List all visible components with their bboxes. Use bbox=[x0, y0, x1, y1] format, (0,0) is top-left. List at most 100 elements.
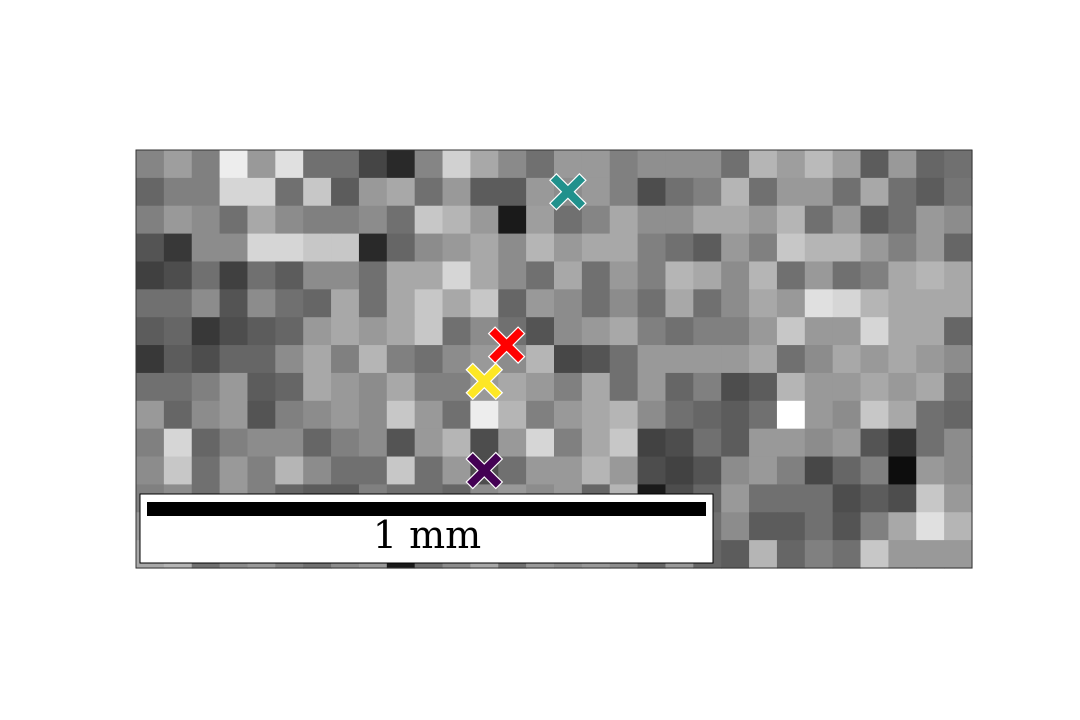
heatmap-cell bbox=[916, 540, 945, 569]
heatmap-cell bbox=[526, 177, 555, 207]
heatmap-cell bbox=[331, 233, 360, 263]
heatmap-cell bbox=[331, 456, 360, 485]
heatmap-cell bbox=[860, 289, 889, 318]
heatmap-cell bbox=[554, 400, 583, 430]
heatmap-cell bbox=[470, 289, 499, 318]
heatmap-cell bbox=[944, 484, 973, 513]
heatmap-cell bbox=[163, 177, 193, 207]
heatmap-cell bbox=[136, 289, 165, 318]
heatmap-cell bbox=[776, 317, 806, 346]
heatmap-cell bbox=[749, 372, 778, 402]
heatmap-cell bbox=[721, 456, 750, 485]
heatmap-cell bbox=[303, 289, 332, 318]
heatmap-cell bbox=[665, 233, 694, 263]
heatmap-cell bbox=[860, 261, 889, 290]
heatmap-cell bbox=[136, 177, 165, 207]
heatmap-cell bbox=[776, 289, 806, 318]
heatmap-cell bbox=[721, 233, 750, 263]
heatmap-cell bbox=[665, 150, 694, 179]
heatmap-cell bbox=[247, 150, 276, 179]
heatmap-cell bbox=[721, 372, 750, 402]
heatmap-cell bbox=[888, 261, 917, 290]
heatmap-cell bbox=[442, 345, 471, 374]
heatmap-cell bbox=[554, 289, 583, 318]
heatmap-cell bbox=[442, 261, 471, 290]
heatmap-cell bbox=[609, 150, 639, 179]
heatmap-cell bbox=[191, 372, 221, 402]
heatmap-cell bbox=[526, 289, 555, 318]
heatmap-cell bbox=[776, 261, 806, 290]
heatmap-cell bbox=[136, 400, 165, 430]
heatmap-cell bbox=[386, 345, 416, 374]
heatmap-cell bbox=[804, 177, 834, 207]
heatmap-cell bbox=[275, 400, 304, 430]
heatmap-cell bbox=[832, 540, 862, 569]
heatmap-cell bbox=[358, 456, 388, 485]
heatmap-cell bbox=[442, 233, 471, 263]
heatmap-cell bbox=[693, 456, 722, 485]
heatmap-cell bbox=[191, 456, 221, 485]
heatmap-cell bbox=[386, 177, 416, 207]
heatmap-cell bbox=[860, 177, 889, 207]
heatmap-cell bbox=[275, 372, 304, 402]
heatmap-cell bbox=[191, 428, 221, 458]
heatmap-cell bbox=[637, 428, 667, 458]
heatmap-cell bbox=[944, 205, 973, 235]
heatmap-cell bbox=[749, 205, 778, 235]
heatmap-cell bbox=[442, 317, 471, 346]
heatmap-cell bbox=[163, 150, 193, 179]
heatmap-cell bbox=[916, 233, 945, 263]
heatmap-cell bbox=[609, 345, 639, 374]
heatmap-cell bbox=[721, 512, 750, 541]
heatmap-cell bbox=[916, 289, 945, 318]
heatmap-cell bbox=[303, 428, 332, 458]
heatmap-cell bbox=[358, 400, 388, 430]
heatmap-cell bbox=[832, 177, 862, 207]
heatmap-cell bbox=[832, 484, 862, 513]
heatmap-cell bbox=[916, 456, 945, 485]
heatmap-cell bbox=[665, 400, 694, 430]
heatmap-cell bbox=[888, 540, 917, 569]
heatmap-cell bbox=[944, 317, 973, 346]
heatmap-cell bbox=[804, 372, 834, 402]
heatmap-cell bbox=[776, 456, 806, 485]
heatmap-cell bbox=[470, 150, 499, 179]
heatmap-cell bbox=[303, 261, 332, 290]
heatmap-cell bbox=[832, 345, 862, 374]
heatmap-cell bbox=[498, 400, 527, 430]
heatmap-cell bbox=[581, 456, 611, 485]
heatmap-cell bbox=[776, 484, 806, 513]
heatmap-cell bbox=[665, 345, 694, 374]
heatmap-cell bbox=[331, 345, 360, 374]
heatmap-cell bbox=[916, 345, 945, 374]
heatmap-cell bbox=[358, 233, 388, 263]
heatmap-cell bbox=[470, 428, 499, 458]
heatmap-cell bbox=[693, 289, 722, 318]
heatmap-cell bbox=[386, 233, 416, 263]
heatmap-cell bbox=[693, 400, 722, 430]
heatmap-cell bbox=[609, 372, 639, 402]
heatmap-cell bbox=[414, 400, 444, 430]
heatmap-cell bbox=[916, 150, 945, 179]
heatmap-cell bbox=[219, 428, 249, 458]
heatmap-cell bbox=[498, 205, 527, 235]
heatmap-cell bbox=[526, 428, 555, 458]
heatmap-cell bbox=[609, 205, 639, 235]
heatmap-cell bbox=[331, 261, 360, 290]
heatmap-cell bbox=[749, 512, 778, 541]
heatmap-cell bbox=[358, 289, 388, 318]
heatmap-cell bbox=[581, 150, 611, 179]
heatmap-cell bbox=[386, 456, 416, 485]
heatmap-cell bbox=[693, 233, 722, 263]
heatmap-cell bbox=[832, 456, 862, 485]
heatmap-cell bbox=[554, 372, 583, 402]
heatmap-cell bbox=[414, 289, 444, 318]
x-marker bbox=[465, 451, 504, 490]
heatmap-cell bbox=[776, 400, 806, 430]
heatmap-cell bbox=[888, 512, 917, 541]
heatmap-cell bbox=[749, 233, 778, 263]
heatmap-cell bbox=[275, 428, 304, 458]
x-marker bbox=[549, 172, 587, 211]
heatmap-cell bbox=[470, 233, 499, 263]
heatmap-cell bbox=[749, 428, 778, 458]
